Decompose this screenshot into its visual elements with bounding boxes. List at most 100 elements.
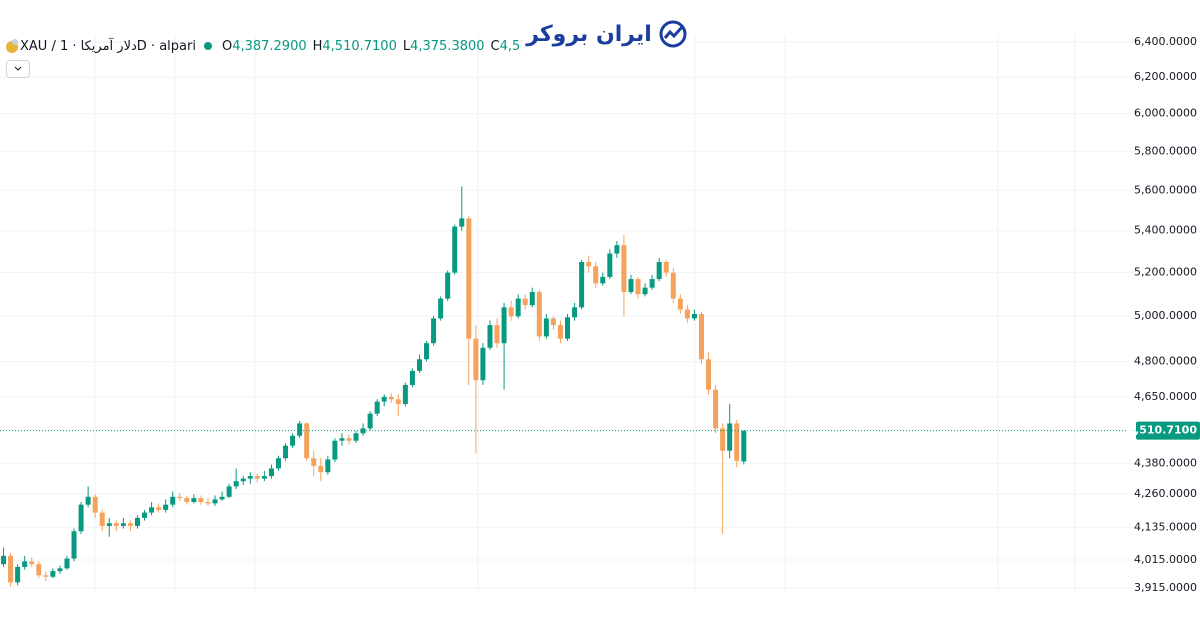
candle-body — [304, 423, 310, 459]
time-grid — [94, 35, 1076, 590]
candle-body — [170, 496, 176, 505]
candle-body — [29, 561, 35, 565]
chevron — [14, 66, 22, 71]
candle-body — [635, 279, 641, 295]
candle-body — [156, 507, 162, 510]
y-tick-label: 4,650.0000 — [1134, 390, 1197, 403]
y-tick-label: 5,200.0000 — [1134, 266, 1197, 279]
candle-body — [1, 555, 7, 565]
candle-body — [43, 575, 49, 577]
candle-body — [670, 272, 676, 299]
candle-body — [557, 325, 563, 339]
candle-body — [459, 218, 465, 227]
candle-body — [290, 435, 296, 446]
candle-body — [607, 253, 613, 277]
candle-body — [677, 298, 683, 310]
candle-body — [36, 564, 42, 576]
candle-body — [508, 307, 514, 317]
candle-body — [8, 555, 14, 583]
candle-body — [184, 498, 190, 503]
legend-header: XAU / دلار آمریکا · 1D · alpari O 4,387.2… — [4, 38, 537, 54]
y-tick-label: 3,915.0000 — [1134, 581, 1197, 594]
candle-body — [163, 504, 169, 510]
y-tick-label: 4,015.0000 — [1134, 553, 1197, 566]
candle-body — [684, 309, 690, 319]
candle-body — [614, 245, 620, 254]
logo-icon — [659, 20, 687, 48]
candle-body — [381, 396, 387, 402]
candle-body — [339, 438, 345, 441]
candle-body — [85, 496, 91, 505]
candle-body — [572, 307, 578, 318]
status-dot — [203, 42, 212, 50]
y-tick-label: 5,400.0000 — [1134, 224, 1197, 237]
candle-body — [198, 498, 204, 503]
y-tick-label: 5,600.0000 — [1134, 183, 1197, 196]
candle-body — [579, 261, 585, 308]
candle-body — [466, 218, 472, 339]
logo-text: ایران بروکر — [526, 21, 652, 47]
candle-body — [367, 413, 373, 429]
y-tick-label: 6,200.0000 — [1134, 70, 1197, 83]
candle-body — [473, 338, 479, 381]
candle-body — [254, 476, 260, 479]
candle-body — [325, 459, 331, 473]
candle-body — [113, 523, 119, 526]
candle-body — [134, 517, 140, 526]
open-value: 4,387.2900 — [232, 38, 307, 54]
candle-body — [212, 499, 218, 504]
candle-body — [353, 433, 359, 441]
candle-body — [522, 298, 528, 306]
candle-body — [297, 423, 303, 436]
candle-body — [332, 440, 338, 460]
candle-body — [127, 523, 133, 526]
candle-body — [734, 423, 740, 461]
candle-body — [586, 261, 592, 267]
candle-body — [487, 325, 493, 348]
candle-body — [445, 272, 451, 299]
y-tick-label: 5,800.0000 — [1134, 144, 1197, 157]
candle-body — [64, 558, 70, 569]
candle-body — [240, 478, 246, 482]
candle-body — [713, 389, 719, 429]
candle-body — [720, 428, 726, 451]
candle-body — [92, 496, 98, 513]
close-key: C — [490, 38, 500, 54]
candle-body — [226, 486, 232, 497]
candle-body — [621, 245, 627, 293]
candle-body — [494, 325, 500, 344]
candle-body — [205, 502, 211, 504]
candle-body — [261, 476, 267, 479]
candle-body — [395, 399, 401, 405]
candle-body — [424, 343, 430, 360]
candle-body — [642, 287, 648, 295]
candle-body — [543, 318, 549, 337]
candle-body — [15, 566, 21, 583]
candle-body — [438, 298, 444, 319]
candle-body — [452, 226, 458, 273]
collapse-button[interactable] — [6, 60, 30, 78]
candle-body — [480, 347, 486, 381]
candle-body — [706, 359, 712, 390]
candle-body — [501, 307, 507, 344]
candle-body — [409, 370, 415, 385]
last-price-tag — [1136, 421, 1200, 440]
candle-body — [106, 523, 112, 526]
candle-body — [78, 504, 84, 532]
candle-body — [346, 438, 352, 441]
y-tick-label: 6,000.0000 — [1134, 107, 1197, 120]
candle-body — [741, 430, 747, 462]
candle-body — [402, 384, 408, 405]
candle-body — [219, 496, 225, 500]
candle-body — [149, 507, 155, 513]
candle-body — [22, 561, 28, 567]
y-tick-label: 6,400.0000 — [1134, 35, 1197, 48]
candle-body — [529, 292, 535, 306]
candle-body — [142, 512, 148, 518]
y-tick-label: 4,800.0000 — [1134, 355, 1197, 368]
y-tick-label: 5,000.0000 — [1134, 309, 1197, 322]
candle-body — [628, 279, 634, 293]
candle-body — [275, 458, 281, 469]
candle-body — [727, 423, 733, 451]
